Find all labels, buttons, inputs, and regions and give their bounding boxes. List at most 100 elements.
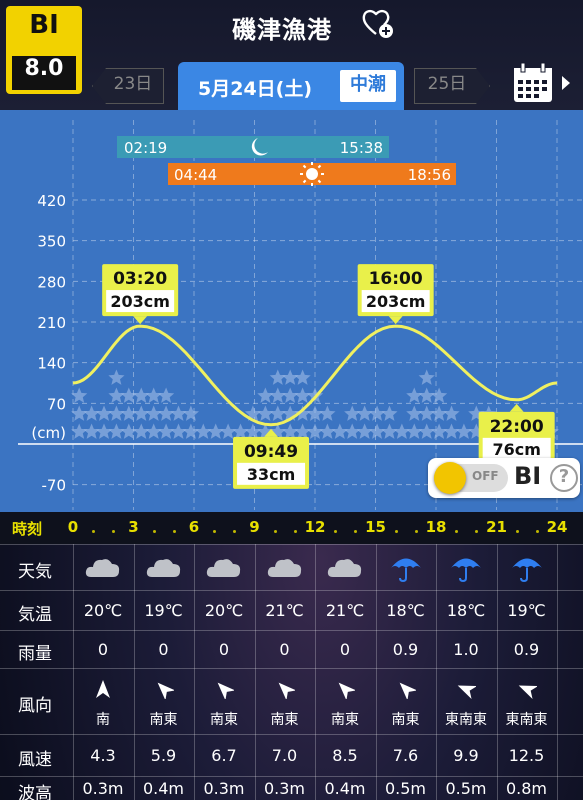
tide-chart-svg: 420 350 280 210 140 70 -70 (cm) 02:19 15:38 04:44 1… [18, 120, 583, 510]
bi-star-mark [356, 423, 373, 439]
bi-star-mark [195, 423, 212, 439]
table-col-divider [436, 544, 437, 800]
bi-star-mark [232, 423, 249, 439]
bi-star-mark [294, 369, 311, 385]
hour-dot [92, 530, 96, 533]
bi-star-mark [406, 405, 423, 421]
sun-icon-core [306, 168, 318, 180]
cloud-icon [206, 559, 241, 577]
wind-arrow-shape [457, 685, 476, 699]
prev-day-button[interactable]: 23日 [92, 68, 164, 104]
calendar-icon[interactable] [512, 62, 578, 104]
bi-star-mark [133, 423, 150, 439]
tide-label-inner [106, 290, 175, 313]
help-icon[interactable]: ? [550, 464, 578, 492]
sun-icon-ray [317, 179, 322, 184]
y-tick-label: 140 [37, 355, 66, 373]
hour-tick: 21 [486, 518, 507, 536]
table-row-wind-speed: 風速 4.3 5.9 6.7 7.0 8.5 7.6 9.9 12.5 [0, 734, 583, 776]
bi-star-mark [182, 423, 199, 439]
hour-dot [475, 530, 479, 533]
wind-arrow [518, 685, 537, 699]
toggle-bi-label: BI [514, 462, 542, 490]
bi-star-mark [158, 423, 175, 439]
hour-dot [112, 530, 116, 533]
rain-cell: 0 [97, 640, 109, 659]
bi-star-mark [282, 387, 299, 403]
wind-arrow-icon [96, 680, 110, 698]
umbrella-icon [390, 558, 421, 583]
favorite-heart-add-icon[interactable] [362, 6, 396, 40]
bi-star-mark [207, 423, 224, 439]
bi-toggle[interactable]: OFF BI ? [428, 458, 580, 498]
date-label: 5月24日(土) [198, 78, 313, 100]
y-axis-unit: (cm) [31, 424, 66, 442]
table-col-divider [194, 544, 195, 800]
bi-star-mark [319, 405, 336, 421]
umbrella-handle [398, 568, 407, 583]
next-day-button[interactable]: 25日 [414, 68, 490, 104]
sun-icon-ray [317, 164, 322, 169]
temp-cell: 20℃ [83, 601, 123, 620]
hour-dot [394, 530, 398, 533]
umbrella-icon [451, 558, 481, 583]
tide-extreme-label: 22:00 76cm [478, 403, 555, 464]
wind-arrow [217, 682, 234, 699]
wind-arrow [157, 682, 174, 699]
rain-cell: 0 [158, 640, 169, 659]
wave-cell: 0.3m [82, 779, 124, 798]
wind-arrow-icon [457, 685, 476, 699]
rain-cell: 1.0 [453, 640, 479, 659]
tide-label-inner [482, 437, 551, 460]
tide-level: 33cm [247, 465, 295, 484]
hour-axis-label: 時刻 [12, 520, 43, 538]
y-tick-label: 280 [37, 273, 66, 291]
wind-arrow [457, 685, 476, 699]
toggle-knob [434, 462, 466, 494]
hour-dot [455, 530, 459, 533]
wind-arrow-shape [518, 685, 537, 699]
tide-time: 22:00 [490, 417, 544, 437]
bi-star-mark [108, 405, 125, 421]
y-tick-label: 420 [37, 192, 66, 210]
tide-time: 16:00 [369, 269, 423, 289]
cloud-shape [206, 559, 241, 577]
wave-cell: 0.4m [142, 779, 185, 798]
temp-cell: 21℃ [265, 601, 304, 620]
bi-star-mark [306, 387, 324, 403]
tide-extreme-label: 16:00 203cm [357, 264, 434, 325]
wave-cell: 0.4m [324, 779, 366, 798]
bi-star-mark [282, 369, 299, 385]
toggle-track[interactable]: OFF [434, 462, 508, 494]
bi-star-mark [133, 405, 150, 421]
tide-label-pointer [388, 316, 403, 325]
bi-star-mark [381, 405, 398, 421]
wind-direction-text: 南東 [391, 712, 420, 728]
row-label: 風速 [18, 750, 52, 770]
bi-star-mark [369, 405, 386, 421]
wind-speed-cell: 8.5 [332, 746, 358, 765]
wind-direction-text: 南東 [210, 712, 238, 728]
table-row-wind-dir: 風向南 南東 南東 南東 南東 南東 東南東 東南東 [0, 668, 583, 734]
tide-level: 203cm [110, 292, 170, 311]
bi-star-mark [71, 423, 88, 439]
moon-icon [251, 138, 268, 156]
bi-star-mark [158, 405, 175, 421]
bi-star-mark [369, 423, 386, 439]
moonset-time: 15:38 [340, 139, 383, 157]
table-col-divider [133, 544, 135, 800]
bi-star-mark [108, 369, 125, 385]
bi-badge[interactable]: BI 8.0 [6, 6, 82, 94]
rain-cell: 0.9 [392, 640, 419, 659]
table-col-divider [557, 544, 558, 800]
bi-badge-label: BI [29, 10, 59, 40]
wind-arrow-shape [399, 682, 416, 699]
toggle-state: OFF [472, 469, 499, 483]
wave-cell: 0.3m [203, 779, 245, 798]
wind-arrow-icon [157, 682, 174, 699]
bi-star-mark [294, 405, 311, 421]
tide-curve [72, 324, 558, 427]
wave-cell: 0.5m [384, 779, 427, 798]
bi-star-mark [443, 423, 460, 439]
table-row-weather: 天気 [0, 544, 583, 590]
